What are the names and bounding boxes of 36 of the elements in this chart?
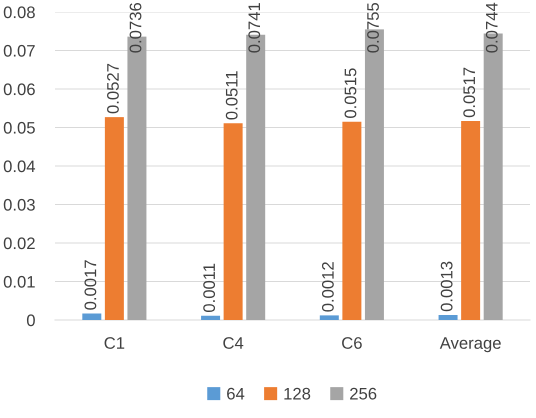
x-tick-label: C6 (342, 337, 362, 349)
y-tick-label: 0.07 (4, 44, 35, 57)
y-tick-label: 0.05 (4, 122, 35, 134)
data-label: 0.0011 (203, 264, 216, 312)
y-tick-label: 0 (26, 314, 35, 326)
bar (342, 122, 362, 320)
data-label: 0.0515 (344, 68, 356, 118)
bar (224, 123, 243, 320)
x-tick-label: C1 (104, 337, 124, 349)
data-label: 0.0012 (322, 262, 334, 312)
y-tick-label: 0.08 (4, 6, 35, 18)
data-label: 0.0511 (226, 71, 238, 120)
data-label: 0.0741 (248, 3, 260, 53)
y-tick-label: 0.04 (4, 160, 36, 172)
legend-label: 256 (350, 388, 376, 400)
data-label: 0.0527 (107, 64, 119, 114)
data-label: 0.0744 (486, 2, 498, 53)
bar (201, 316, 220, 320)
bar (82, 313, 102, 320)
bar (104, 117, 124, 320)
data-label: 0.0013 (440, 262, 453, 312)
bar (438, 314, 458, 320)
data-label: 0.0755 (367, 2, 379, 53)
x-tick-label: Average (440, 337, 501, 352)
bar (320, 315, 339, 320)
data-label: 0.0517 (463, 68, 476, 118)
legend-label: 128 (284, 388, 310, 400)
y-tick-label: 0.01 (4, 276, 35, 288)
bar (461, 120, 480, 320)
x-tick-label: C4 (223, 337, 244, 349)
data-label: 0.0017 (84, 260, 96, 310)
y-tick-label: 0.03 (4, 198, 35, 211)
y-tick-label: 0.02 (4, 237, 35, 250)
y-tick-label: 0.06 (4, 83, 35, 96)
legend-label: 64 (227, 388, 244, 400)
data-label: 0.0736 (130, 3, 142, 53)
